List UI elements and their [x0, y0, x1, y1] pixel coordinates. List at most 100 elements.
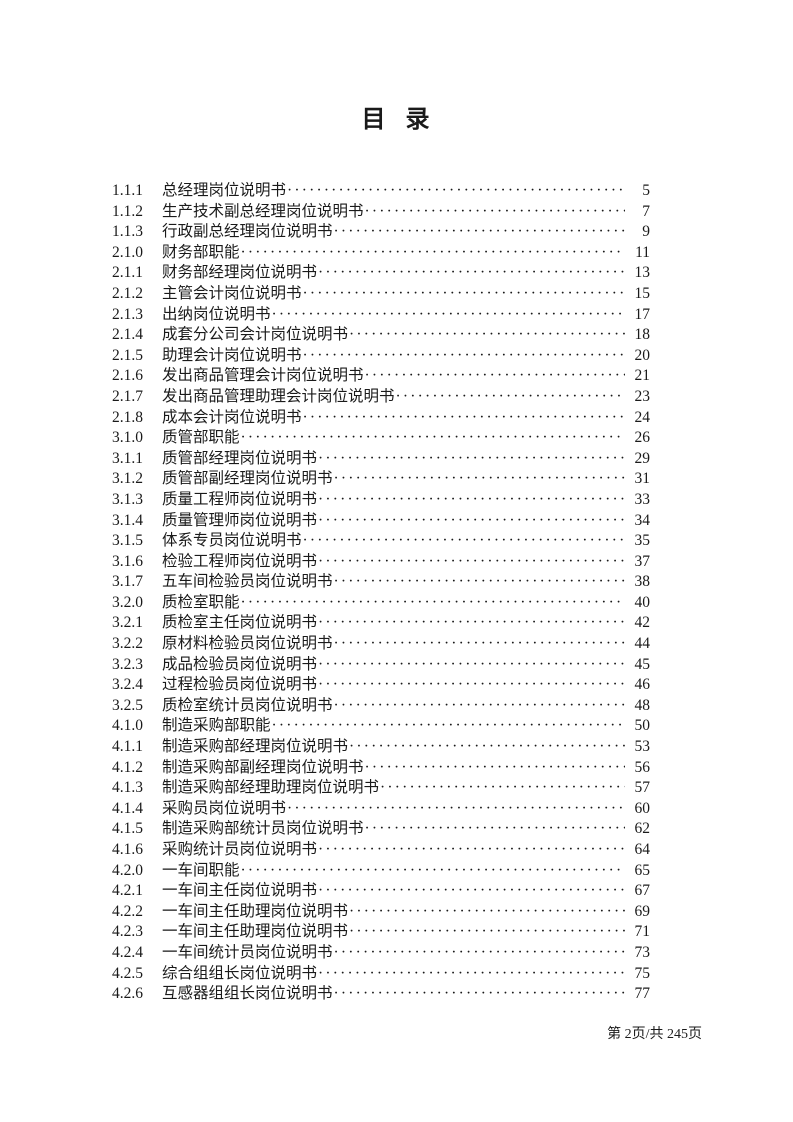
toc-entry-number: 3.2.5	[112, 696, 143, 714]
toc-entry-number: 4.1.5	[112, 820, 143, 838]
toc-entry: 3.2.2 原材料检验员岗位说明书 ······················…	[112, 634, 650, 655]
toc-entry-page: 48	[634, 696, 651, 714]
toc-entry-number: 1.1.2	[112, 202, 143, 220]
toc-entry: 2.1.4 成套分公司会计岗位说明书 ·····················…	[112, 325, 650, 346]
toc-entry-title: 主管会计岗位说明书	[162, 284, 302, 302]
dot-leader: ········································…	[271, 305, 625, 323]
toc-entry: 3.2.1 质检室主任岗位说明书 ·······················…	[112, 613, 650, 634]
toc-entry-number: 4.1.3	[112, 779, 143, 797]
toc-entry-number: 1.1.1	[112, 182, 143, 199]
toc-entry-page: 46	[634, 676, 651, 694]
toc-entry-title: 采购统计员岗位说明书	[162, 841, 318, 858]
toc-entry-number: 3.1.0	[112, 429, 143, 447]
toc-entry-number: 3.2.3	[112, 655, 143, 673]
toc-entry-title: 过程检验员岗位说明书	[162, 676, 318, 694]
toc-entry-title: 制造采购部经理助理岗位说明书	[162, 779, 380, 797]
toc-entry-title: 质检室职能	[162, 593, 240, 611]
toc-entry: 3.1.6 检验工程师岗位说明书 ·······················…	[112, 552, 650, 573]
dot-leader: ········································…	[333, 985, 625, 1003]
toc-entry-number: 3.2.2	[112, 635, 143, 653]
toc-entry-number: 2.1.0	[112, 243, 143, 261]
toc-entry: 2.1.5 助理会计岗位说明书 ························…	[112, 346, 650, 367]
toc-entry-title: 质管部经理岗位说明书	[162, 449, 318, 467]
dot-leader: ········································…	[364, 820, 625, 838]
toc-entry-title: 五车间检验员岗位说明书	[162, 573, 333, 591]
toc-entry: 4.1.4 采购员岗位说明书 ·························…	[112, 799, 650, 820]
toc-entry-title: 采购员岗位说明书	[162, 799, 287, 817]
dot-leader: ········································…	[364, 758, 625, 776]
toc-entry: 4.1.5 制造采购部统计员岗位说明书 ····················…	[112, 819, 650, 840]
toc-entry-title: 总经理岗位说明书	[162, 182, 287, 199]
toc-entry-page: 29	[634, 449, 651, 467]
page-footer: 第 2页/共 245页	[607, 1027, 702, 1042]
toc-entry-page: 75	[634, 964, 651, 982]
toc-entry-page: 5	[642, 182, 650, 199]
dot-leader: ········································…	[318, 655, 625, 673]
dot-leader: ········································…	[318, 511, 625, 529]
toc-entry-page: 56	[634, 758, 651, 776]
toc-entry-title: 一车间统计员岗位说明书	[162, 943, 333, 961]
toc-entry-page: 15	[634, 284, 651, 302]
toc-entry: 3.2.5 质检室统计员岗位说明书 ······················…	[112, 696, 650, 717]
toc-entry-title: 发出商品管理助理会计岗位说明书	[162, 387, 395, 405]
toc-entry-page: 42	[634, 614, 651, 632]
dot-leader: ········································…	[318, 841, 625, 858]
dot-leader: ········································…	[380, 779, 625, 797]
toc-entry-page: 24	[634, 408, 651, 426]
toc-entry: 2.1.0 财务部职能 ····························…	[112, 243, 650, 264]
dot-leader: ········································…	[240, 243, 625, 261]
dot-leader: ········································…	[333, 470, 625, 488]
toc-entry-page: 34	[634, 511, 651, 529]
dot-leader: ········································…	[333, 573, 625, 591]
toc-entry: 3.1.3 质量工程师岗位说明书 ·······················…	[112, 490, 650, 511]
dot-leader: ········································…	[240, 861, 625, 879]
toc-entry-number: 2.1.5	[112, 346, 143, 364]
toc-entry-number: 4.2.6	[112, 985, 143, 1003]
toc-entry: 4.1.0 制造采购部职能 ··························…	[112, 716, 650, 737]
toc-entry-title: 一车间主任助理岗位说明书	[162, 923, 349, 941]
toc-entry-title: 质量管理师岗位说明书	[162, 511, 318, 529]
toc-entry-page: 77	[634, 985, 651, 1003]
dot-leader: ········································…	[302, 284, 625, 302]
toc-entry-title: 成套分公司会计岗位说明书	[162, 326, 349, 344]
toc-entry-number: 3.2.1	[112, 614, 143, 632]
toc-entry-title: 质管部职能	[162, 429, 240, 447]
toc-entry-page: 38	[634, 573, 651, 591]
toc-entry-page: 9	[642, 223, 650, 241]
toc-entry-title: 财务部经理岗位说明书	[162, 264, 318, 282]
toc-entry-number: 2.1.8	[112, 408, 143, 426]
toc-entry-title: 质检室统计员岗位说明书	[162, 696, 333, 714]
toc-entry-number: 4.2.1	[112, 882, 143, 900]
toc-entry-number: 2.1.2	[112, 284, 143, 302]
toc-list: 1.1.1 总经理岗位说明书 ·························…	[112, 181, 650, 1005]
toc-entry-page: 21	[634, 367, 651, 385]
toc-entry-number: 4.2.0	[112, 861, 143, 879]
dot-leader: ········································…	[240, 429, 625, 447]
toc-entry-number: 2.1.4	[112, 326, 143, 344]
toc-entry-title: 质量工程师岗位说明书	[162, 490, 318, 508]
dot-leader: ········································…	[318, 614, 625, 632]
toc-entry-number: 3.1.7	[112, 573, 143, 591]
toc-entry-page: 45	[634, 655, 651, 673]
toc-entry-title: 生产技术副总经理岗位说明书	[162, 202, 364, 220]
page-title: 目 录	[361, 107, 432, 133]
toc-entry-page: 71	[634, 923, 651, 941]
toc-entry: 4.2.3 一车间主任助理岗位说明书 ·····················…	[112, 922, 650, 943]
toc-entry-number: 2.1.1	[112, 264, 143, 282]
toc-entry-page: 53	[634, 738, 651, 756]
toc-entry-title: 一车间主任助理岗位说明书	[162, 902, 349, 920]
toc-entry-page: 57	[634, 779, 651, 797]
toc-entry-page: 11	[635, 243, 650, 261]
toc-entry-number: 4.2.4	[112, 943, 143, 961]
toc-entry-page: 26	[634, 429, 651, 447]
toc-entry-title: 质管部副经理岗位说明书	[162, 470, 333, 488]
toc-entry-number: 4.1.4	[112, 799, 143, 817]
toc-entry-page: 37	[634, 552, 651, 570]
toc-entry: 4.2.6 互感器组组长岗位说明书 ······················…	[112, 984, 650, 1005]
toc-entry: 3.1.1 质管部经理岗位说明书 ·······················…	[112, 449, 650, 470]
toc-entry: 3.1.2 质管部副经理岗位说明书 ······················…	[112, 469, 650, 490]
dot-leader: ········································…	[333, 635, 625, 653]
toc-entry: 3.1.7 五车间检验员岗位说明书 ······················…	[112, 572, 650, 593]
toc-entry-number: 3.2.4	[112, 676, 143, 694]
toc-entry-number: 3.1.3	[112, 490, 143, 508]
